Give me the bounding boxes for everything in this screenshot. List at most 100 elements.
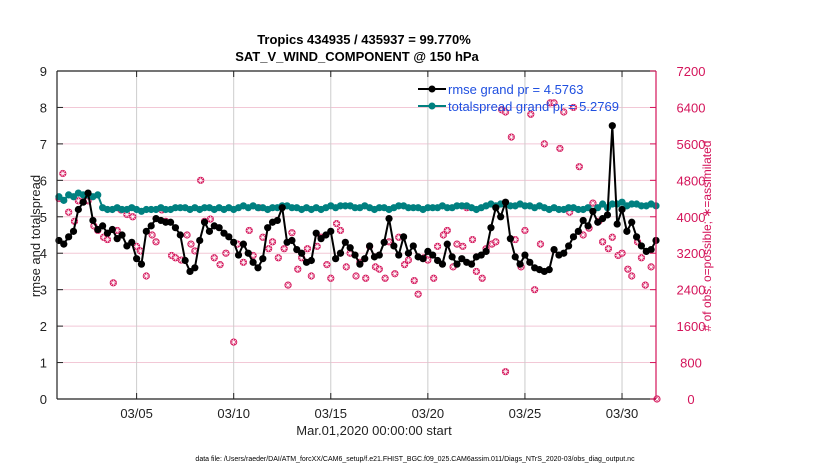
rmse-point [166,218,175,226]
obs-marker-star [405,257,412,264]
y-right-tick-label: 6400 [677,100,706,115]
rmse-point [419,255,427,263]
obs-point [171,254,180,262]
obs-marker-star [246,227,253,234]
obs-marker-star [222,250,229,257]
legend-totalspread-label: totalspread grand pr = 5.2769 [448,99,619,114]
obs-marker-star [343,263,350,270]
obs-point [468,235,477,244]
rmse-point [467,260,476,268]
rmse-point [618,205,626,214]
rmse-point [225,233,233,241]
obs-marker-star [469,236,476,243]
x-axis-label: Mar.01,2020 00:00:00 start [296,423,452,438]
x-tick-label: 03/05 [120,406,153,421]
rmse-point [443,240,451,248]
rmse-point [550,245,558,254]
rmse-point [565,242,573,250]
obs-marker-star [430,275,437,282]
obs-point [556,144,564,153]
obs-point [183,231,191,239]
rmse-point [249,258,257,266]
obs-point [362,274,370,282]
y-right-tick-label: 800 [680,356,702,371]
y-axis-right-label: # of obs: o=possible; ∗=assimilated [700,141,714,332]
y-tick-label: 5 [40,210,47,225]
rmse-point [395,251,403,259]
obs-marker-star [541,140,548,147]
obs-point [375,265,383,273]
rmse-point [84,189,92,197]
rmse-point [65,233,73,241]
obs-marker-star [512,236,519,243]
y-right-tick-label: 5600 [677,137,706,152]
obs-point [342,263,350,271]
obs-marker-star [59,170,66,177]
obs-point [443,226,451,235]
rmse-point [341,238,349,246]
rmse-point [579,216,587,225]
obs-marker-star [615,252,622,259]
obs-point [142,272,150,280]
obs-marker-star [376,266,383,273]
obs-marker-star [609,234,616,241]
obs-point [268,238,277,246]
obs-point [303,245,312,253]
obs-marker-star [250,252,257,259]
obs-marker-star [333,220,340,227]
obs-point [430,274,438,282]
rmse-point [506,235,514,243]
rmse-point [89,216,97,225]
totalspread-point [94,191,102,199]
obs-marker-star [566,209,573,216]
rmse-point [482,247,490,255]
obs-point [536,240,545,248]
obs-point [550,99,558,107]
y-tick-label: 3 [40,283,47,298]
obs-marker-star [547,99,554,106]
rmse-point [487,224,495,232]
obs-marker-star [149,232,156,238]
obs-point [65,208,73,216]
obs-point [414,290,422,298]
obs-point [507,133,515,141]
obs-marker-star [556,145,563,152]
rmse-point [516,260,524,268]
obs-point [391,270,399,278]
obs-marker-star [240,259,247,266]
rmse-point [623,227,631,235]
obs-marker-star [304,245,311,252]
obs-point [604,245,613,253]
rmse-point [200,218,209,226]
y-tick-label: 0 [40,392,47,407]
x-tick-label: 03/20 [412,406,445,421]
obs-point [109,279,117,287]
obs-marker-star [298,254,305,261]
rmse-point [375,251,383,259]
rmse-point [191,264,199,272]
obs-marker-star [401,261,408,268]
obs-marker-star [143,273,150,279]
obs-marker-star [259,234,266,241]
rmse-point [273,216,281,225]
obs-marker-star [217,261,224,268]
rmse-point [589,207,597,215]
y-tick-label: 9 [40,64,47,79]
legend: rmse grand pr = 4.5763 totalspread grand… [418,82,619,114]
rmse-point [438,260,447,268]
rmse-point [574,227,582,235]
rmse-point [429,251,437,259]
obs-point [210,254,218,262]
obs-marker-star [75,197,82,204]
rmse-point [108,225,116,234]
obs-marker-star [308,273,315,279]
obs-point [265,245,273,253]
obs-marker-star [172,254,179,261]
rmse-point [608,122,616,130]
rmse-point [128,238,136,246]
obs-point [222,249,230,257]
obs-point [472,267,480,276]
rmse-point [118,231,126,239]
obs-marker-star [576,163,583,170]
obs-marker-star [479,275,486,282]
